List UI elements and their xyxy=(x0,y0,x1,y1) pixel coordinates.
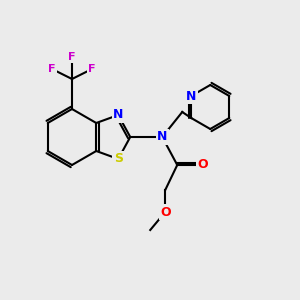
Text: F: F xyxy=(68,52,76,62)
Text: N: N xyxy=(157,130,167,143)
Text: F: F xyxy=(88,64,96,74)
Text: F: F xyxy=(48,64,56,74)
Text: N: N xyxy=(186,89,196,103)
Text: N: N xyxy=(113,109,123,122)
Text: S: S xyxy=(114,152,123,166)
Text: O: O xyxy=(197,158,208,172)
Text: O: O xyxy=(160,206,171,218)
